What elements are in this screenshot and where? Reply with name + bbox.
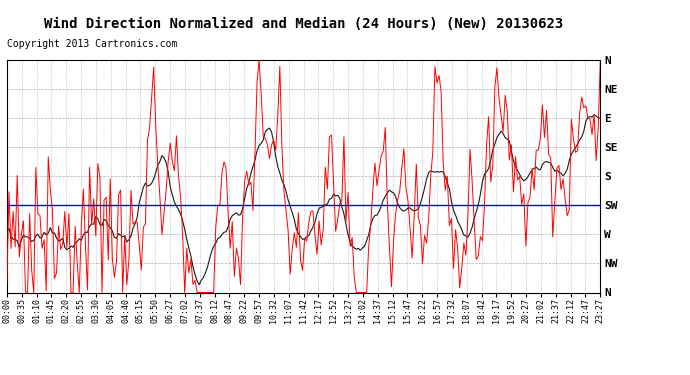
Text: Direction: Direction (600, 45, 653, 55)
Text: Average: Average (518, 45, 559, 55)
Text: Copyright 2013 Cartronics.com: Copyright 2013 Cartronics.com (7, 39, 177, 50)
Text: Wind Direction Normalized and Median (24 Hours) (New) 20130623: Wind Direction Normalized and Median (24… (44, 17, 563, 31)
